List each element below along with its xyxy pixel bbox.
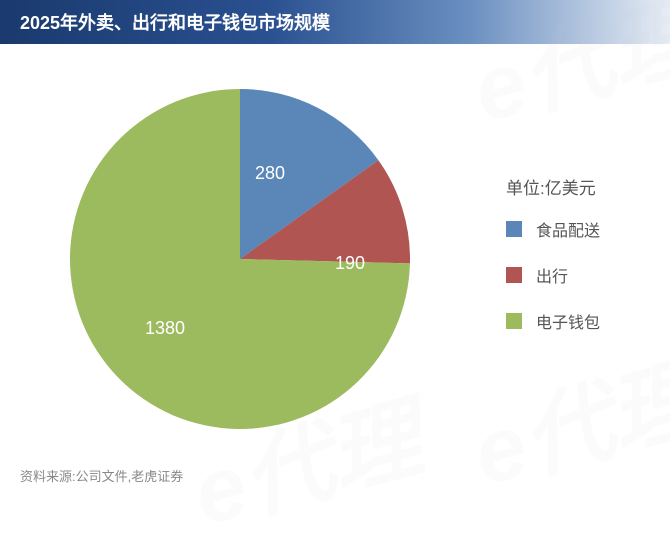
title-bar: 2025年外卖、出行和电子钱包市场规模 xyxy=(0,0,670,44)
legend-item-1: 出行 xyxy=(506,263,600,287)
chart-title: 2025年外卖、出行和电子钱包市场规模 xyxy=(20,9,330,35)
legend-swatch-0 xyxy=(506,221,522,237)
legend-label-2: 电子钱包 xyxy=(536,309,600,333)
legend-item-0: 食品配送 xyxy=(506,217,600,241)
legend-title: 单位:亿美元 xyxy=(506,174,600,199)
pie-slice-label-2: 1380 xyxy=(145,318,185,338)
pie-slice-label-0: 280 xyxy=(255,163,285,183)
legend-label-1: 出行 xyxy=(536,263,568,287)
legend-swatch-1 xyxy=(506,267,522,283)
legend-swatch-2 xyxy=(506,313,522,329)
legend: 单位:亿美元 食品配送出行电子钱包 xyxy=(506,174,600,355)
legend-label-0: 食品配送 xyxy=(536,217,600,241)
chart-container: 280 190 1380 单位:亿美元 食品配送出行电子钱包 xyxy=(0,44,670,464)
source-text: 资料来源:公司文件,老虎证券 xyxy=(20,466,183,485)
pie-chart: 280 190 1380 xyxy=(45,69,435,459)
pie-slice-label-1: 190 xyxy=(335,253,365,273)
legend-item-2: 电子钱包 xyxy=(506,309,600,333)
